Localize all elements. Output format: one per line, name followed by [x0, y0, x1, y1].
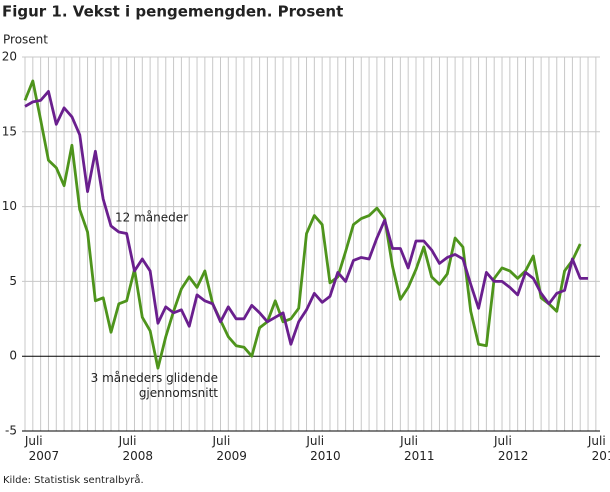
- x-tick-label: Juli 2008: [118, 434, 153, 463]
- line-series: [23, 79, 582, 370]
- x-tick-label: Juli 2012: [493, 434, 528, 463]
- y-tick-label: 10: [2, 199, 17, 213]
- series-label: 3 måneders glidende gjennomsnitt: [91, 371, 219, 400]
- x-tick-label: Juli 2009: [212, 434, 247, 463]
- x-tick-label: Juli 2007: [24, 434, 59, 463]
- y-tick-label: 5: [9, 274, 17, 288]
- y-tick-label: 0: [9, 349, 17, 363]
- series-label: 12 måneder: [115, 211, 188, 225]
- y-tick-label: 20: [2, 50, 17, 64]
- x-tick-label: Juli 2013: [587, 434, 610, 463]
- line-series: [24, 90, 589, 346]
- x-tick-label: Juli 2010: [305, 434, 340, 463]
- chart-title: Figur 1. Vekst i pengemengden. Prosent: [2, 3, 343, 21]
- source: Kilde: Statistisk sentralbyrå.: [3, 473, 144, 486]
- y-tick-label: 15: [2, 124, 17, 138]
- y-tick-label: -5: [5, 424, 17, 438]
- y-axis-label: Prosent: [3, 33, 48, 47]
- x-tick-label: Juli 2011: [399, 434, 434, 463]
